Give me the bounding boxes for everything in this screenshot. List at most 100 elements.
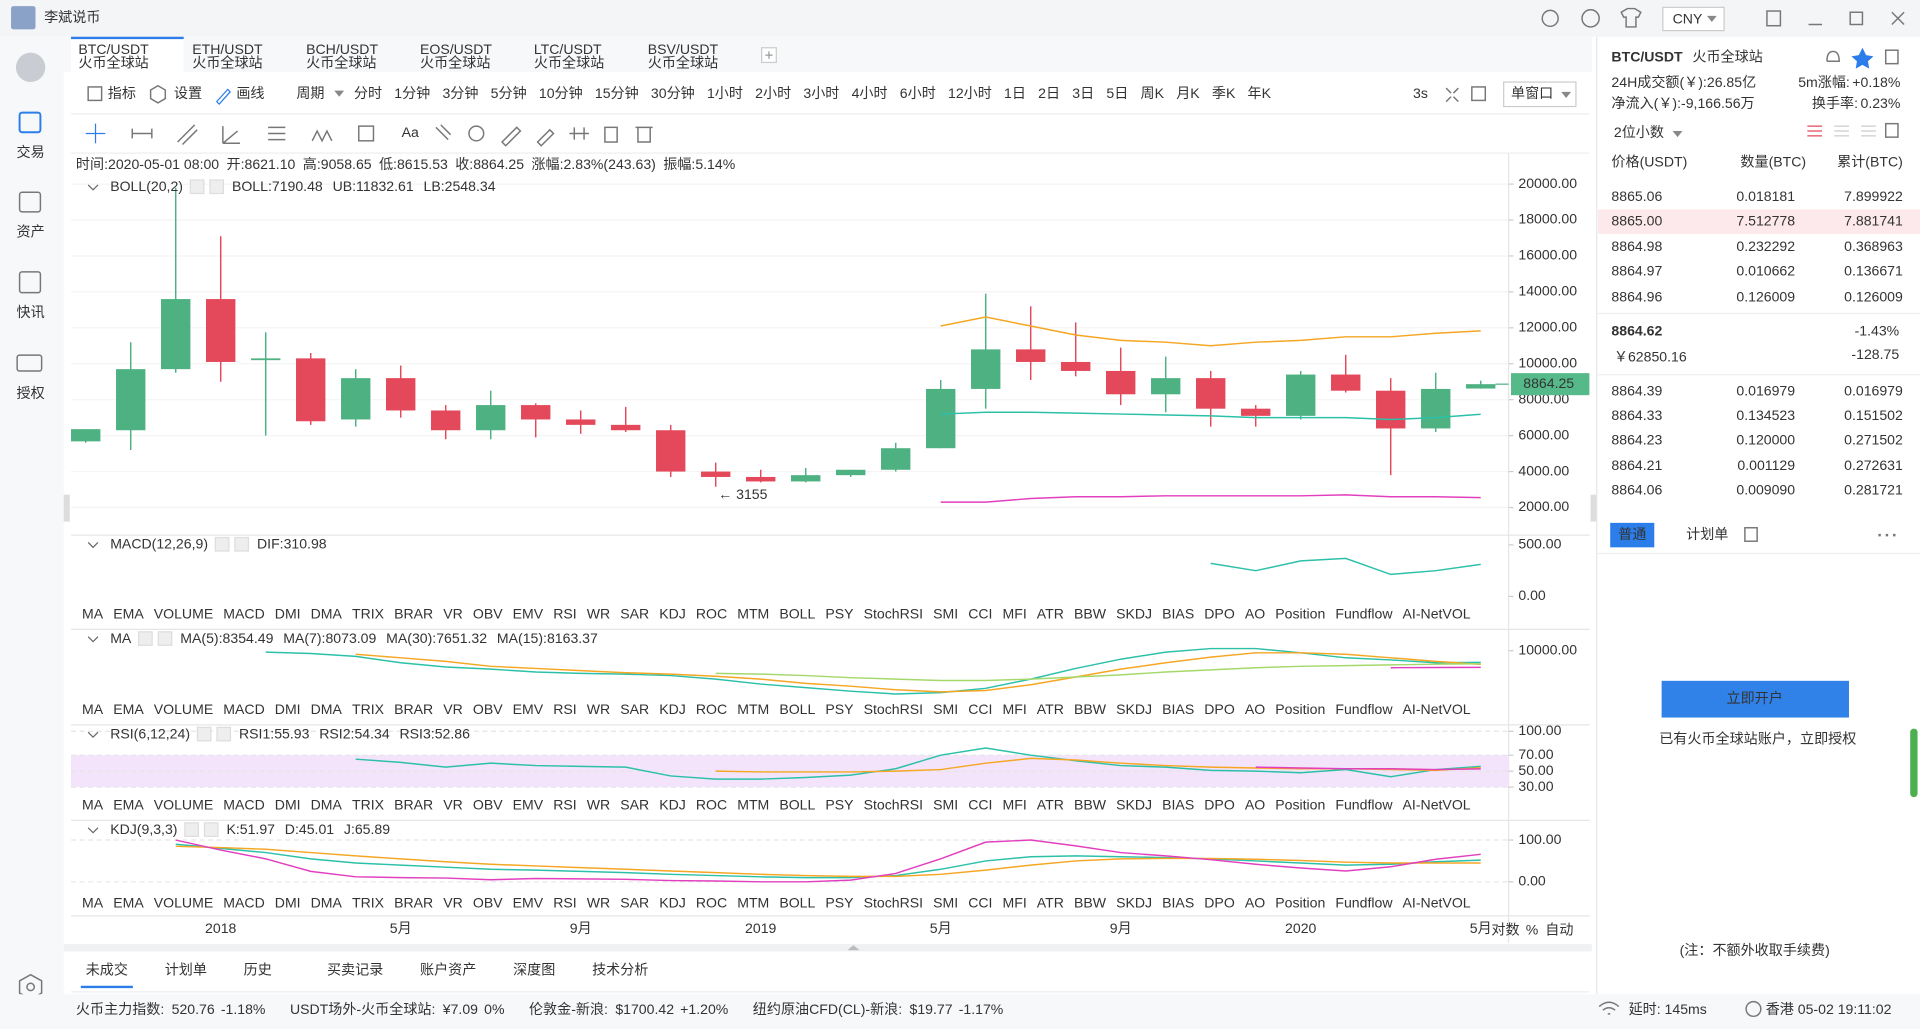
news-icon[interactable] <box>18 271 42 294</box>
pair-tab[interactable]: BSV/USDT <box>648 41 719 57</box>
period-option[interactable]: 年K <box>1248 85 1272 101</box>
order-price[interactable]: 8864.96 <box>1611 288 1662 304</box>
collapse-right[interactable] <box>1590 494 1597 522</box>
indicator-tab[interactable]: PSY <box>825 605 854 621</box>
axis-option[interactable]: 对数 <box>1491 921 1519 937</box>
indicator-tab[interactable]: SKDJ <box>1116 796 1152 812</box>
period-option[interactable]: 月K <box>1176 85 1200 101</box>
period-option[interactable]: 1分钟 <box>394 85 430 101</box>
indicator-tab[interactable]: ROC <box>696 894 727 910</box>
indicator-tab[interactable]: MFI <box>1003 796 1027 812</box>
indicator-tab[interactable]: SKDJ <box>1116 605 1152 621</box>
indicator-tab[interactable]: AI-NetVOL <box>1403 701 1471 717</box>
currency-select[interactable] <box>1662 6 1725 32</box>
indicator-tab[interactable]: DPO <box>1204 894 1235 910</box>
indicator-tab[interactable]: SAR <box>620 796 649 812</box>
order-tab-active[interactable] <box>1610 522 1655 548</box>
period-option[interactable]: 分时 <box>354 85 382 101</box>
indicator-tab[interactable]: AI-NetVOL <box>1403 796 1471 812</box>
indicator-icon[interactable] <box>184 822 199 837</box>
indicator-tab[interactable]: MA <box>82 605 104 621</box>
hline-tool[interactable] <box>131 128 153 139</box>
indicator-tab[interactable]: StochRSI <box>864 796 923 812</box>
toolbar-button[interactable]: 画线 <box>236 85 264 101</box>
indicator-tab[interactable]: TRIX <box>352 894 385 910</box>
indicator-tab[interactable]: BIAS <box>1162 894 1194 910</box>
axis-option[interactable]: % <box>1526 921 1539 937</box>
search-icon[interactable] <box>1581 9 1600 28</box>
collapse-chevron[interactable] <box>87 731 99 739</box>
pencil-tool[interactable] <box>536 128 555 147</box>
indicator-tab[interactable]: CCI <box>968 894 992 910</box>
indicator-tab[interactable]: SAR <box>620 701 649 717</box>
pair-tab[interactable]: EOS/USDT <box>420 41 492 57</box>
splitter-handle[interactable] <box>847 945 860 951</box>
period-option[interactable]: 3分钟 <box>442 85 478 101</box>
indicator-tab[interactable]: AO <box>1245 796 1265 812</box>
indicator-tab[interactable]: OBV <box>473 701 503 717</box>
indicator-tab[interactable]: MTM <box>737 796 769 812</box>
indicator-tab[interactable]: SKDJ <box>1116 894 1152 910</box>
nav-label[interactable]: 快讯 <box>17 304 45 320</box>
layout-bids[interactable] <box>1861 125 1876 137</box>
lock-tool[interactable] <box>604 126 618 143</box>
collapse-chevron[interactable] <box>87 542 99 549</box>
fib-tool[interactable] <box>358 125 375 142</box>
pair-tab[interactable]: LTC/USDT <box>534 41 602 57</box>
period-option[interactable]: 12小时 <box>948 85 992 101</box>
indicator-tab[interactable]: VOLUME <box>154 796 213 812</box>
indicator-tab[interactable]: TRIX <box>352 796 385 812</box>
indicator-tab[interactable]: TRIX <box>352 605 385 621</box>
indicator-icon[interactable] <box>234 536 250 552</box>
indicator-tab[interactable]: AO <box>1245 894 1265 910</box>
indicator-tab[interactable]: BRAR <box>394 796 433 812</box>
indicator-tab[interactable]: MTM <box>737 701 769 717</box>
indicator-tab[interactable]: PSY <box>825 894 854 910</box>
period-option[interactable]: 1日 <box>1004 85 1026 101</box>
indicator-tab[interactable]: DMA <box>311 894 343 910</box>
indicator-tab[interactable]: WR <box>587 894 610 910</box>
indicator-tab[interactable]: BBW <box>1074 701 1107 717</box>
fullscreen-icon[interactable] <box>1445 87 1459 103</box>
indicator-tab[interactable]: ROC <box>696 701 727 717</box>
layout-both[interactable] <box>1807 125 1823 137</box>
indicator-tab[interactable]: OBV <box>473 605 503 621</box>
indicator-tab[interactable]: MACD <box>223 605 264 621</box>
order-price[interactable]: 8864.21 <box>1611 457 1662 473</box>
period-option[interactable]: 3小时 <box>803 85 839 101</box>
assets-icon[interactable] <box>18 191 42 213</box>
indicator-tab[interactable]: SAR <box>620 605 649 621</box>
indicator-tab[interactable]: KDJ <box>659 796 686 812</box>
pair-tab[interactable]: BTC/USDT <box>78 41 149 57</box>
indicator-tab[interactable]: EMA <box>113 894 144 910</box>
bottom-tab[interactable]: 账户资产 <box>420 962 476 978</box>
period-option[interactable]: 3日 <box>1072 85 1094 101</box>
gear-icon[interactable] <box>149 84 167 104</box>
settings-icon[interactable] <box>1884 122 1899 138</box>
indicator-tab[interactable]: EMV <box>513 701 544 717</box>
indicator-tab[interactable]: AO <box>1245 701 1265 717</box>
indicator-tab[interactable]: MACD <box>223 701 264 717</box>
period-option[interactable]: 2日 <box>1038 85 1060 101</box>
indicator-tab[interactable]: BBW <box>1074 894 1107 910</box>
channel-tool[interactable] <box>268 126 286 141</box>
indicator-tab[interactable]: BOLL <box>779 605 815 621</box>
open-account-button[interactable] <box>1661 680 1849 718</box>
trendline-tool[interactable] <box>177 124 198 146</box>
indicator-tab[interactable]: AI-NetVOL <box>1403 894 1471 910</box>
pair-tab[interactable]: BCH/USDT <box>306 41 378 57</box>
splitter[interactable] <box>63 944 1592 952</box>
indicator-tab[interactable]: PSY <box>825 796 854 812</box>
collapse-chevron[interactable] <box>87 184 99 191</box>
toolbar-button[interactable]: 指标 <box>108 85 136 101</box>
indicator-tab[interactable]: VOLUME <box>154 605 213 621</box>
order-price[interactable]: 8865.06 <box>1611 188 1662 204</box>
indicator-icon[interactable] <box>87 86 103 102</box>
indicator-tab[interactable]: KDJ <box>659 894 686 910</box>
order-price[interactable]: 8864.23 <box>1611 432 1662 448</box>
layout-asks[interactable] <box>1834 125 1849 137</box>
popout-icon[interactable] <box>1884 49 1899 65</box>
order-price[interactable]: 8864.97 <box>1611 263 1662 279</box>
indicator-tab[interactable]: RSI <box>553 701 576 717</box>
indicator-tab[interactable]: CCI <box>968 701 992 717</box>
